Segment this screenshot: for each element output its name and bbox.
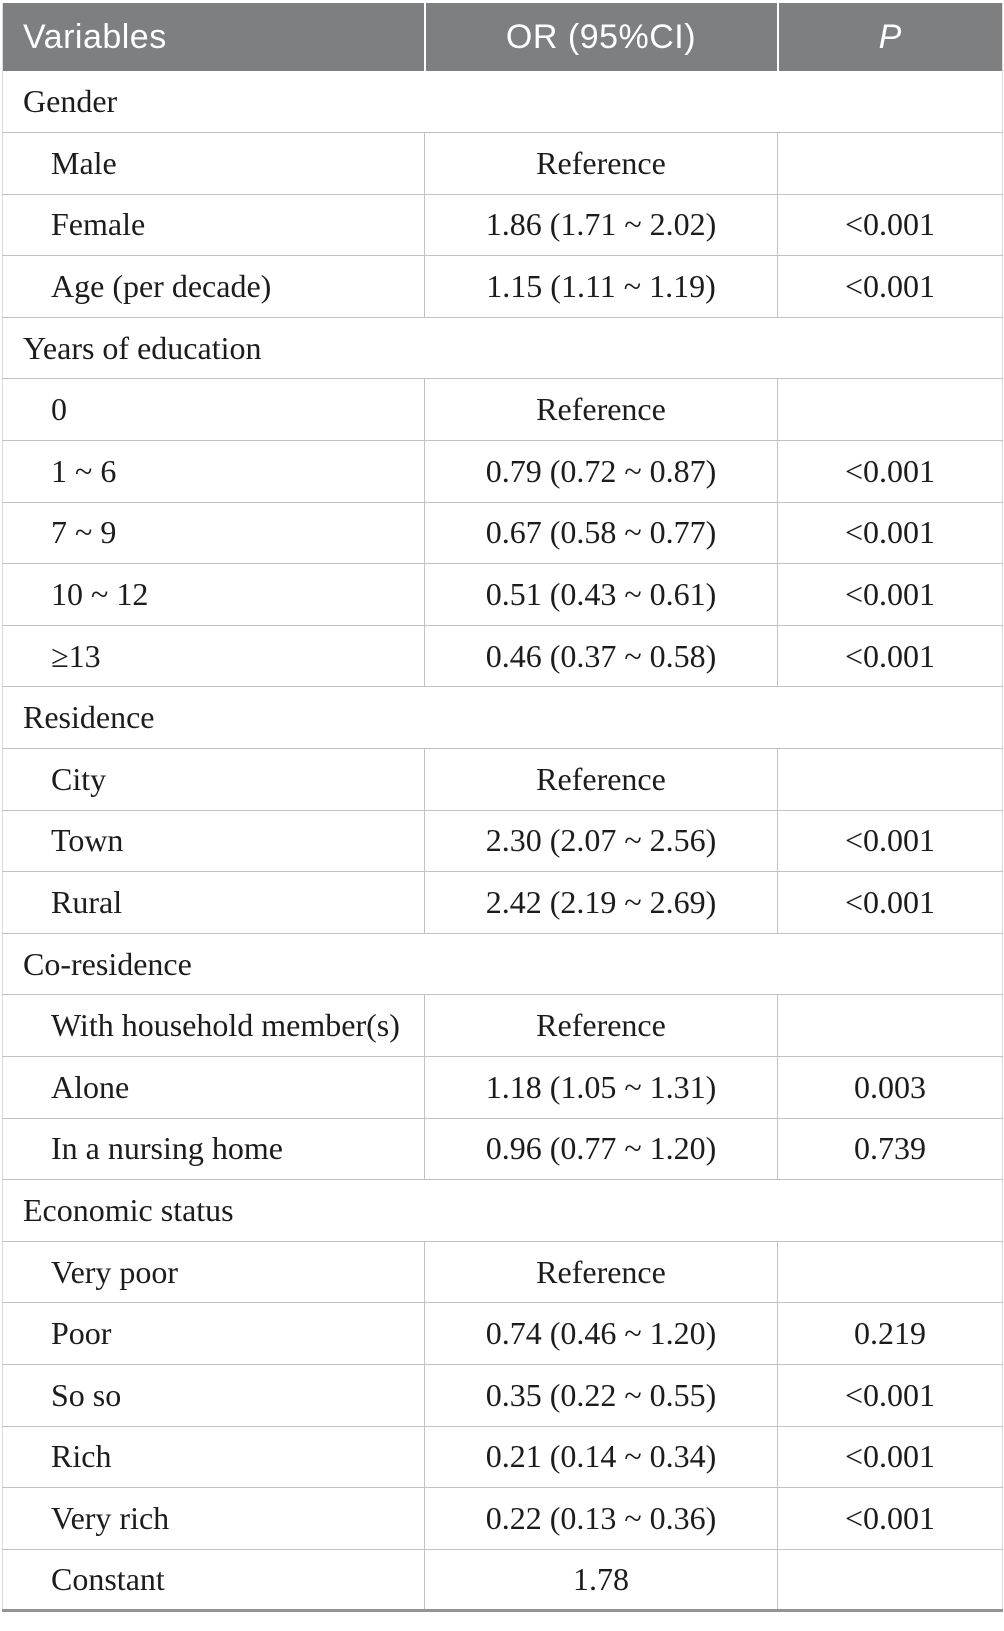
row-p-value: <0.001: [777, 809, 1003, 872]
row-p-value: <0.001: [777, 563, 1003, 626]
row-or-ci: 0.79 (0.72 ~ 0.87): [424, 440, 778, 503]
regression-results-table: Variables OR (95%CI) P Gender Male Referen…: [2, 3, 1003, 1613]
row-or-ci: 0.51 (0.43 ~ 0.61): [424, 563, 778, 626]
table-row: Age (per decade) 1.15 (1.11 ~ 1.19) <0.001: [2, 255, 1003, 318]
table-row: Constant 1.78: [2, 1548, 1003, 1611]
row-or-ci: 0.35 (0.22 ~ 0.55): [424, 1363, 778, 1427]
row-label: Male: [2, 132, 425, 195]
row-p-value: <0.001: [777, 1425, 1003, 1488]
category-label: Residence: [2, 686, 1003, 749]
row-label: Very poor: [2, 1240, 425, 1303]
row-label: 7 ~ 9: [2, 501, 425, 564]
table-row: Rich 0.21 (0.14 ~ 0.34) <0.001: [2, 1425, 1003, 1488]
row-p-value: [777, 1548, 1003, 1611]
row-or-ci: 0.67 (0.58 ~ 0.77): [424, 501, 778, 564]
header-p-value: P: [776, 3, 1003, 71]
table-row: 0 Reference: [2, 378, 1003, 441]
row-or-ci: Reference: [424, 994, 778, 1057]
table-row: So so 0.35 (0.22 ~ 0.55) <0.001: [2, 1363, 1003, 1427]
row-or-ci: Reference: [424, 132, 778, 195]
row-p-value: <0.001: [777, 501, 1003, 564]
row-label: 10 ~ 12: [2, 563, 425, 626]
row-p-value: <0.001: [777, 1487, 1003, 1550]
row-or-ci: 0.46 (0.37 ~ 0.58): [424, 624, 778, 687]
row-label: Town: [2, 809, 425, 872]
category-label: Years of education: [2, 316, 1003, 379]
row-or-ci: 0.21 (0.14 ~ 0.34): [424, 1425, 778, 1488]
row-or-ci: 2.42 (2.19 ~ 2.69): [424, 871, 778, 934]
row-label: Constant: [2, 1548, 425, 1611]
row-label: City: [2, 748, 425, 811]
row-or-ci: 1.18 (1.05 ~ 1.31): [424, 1056, 778, 1119]
header-variables: Variables: [2, 3, 425, 71]
row-label: Rural: [2, 871, 425, 934]
row-label: 0: [2, 378, 425, 441]
row-label: Very rich: [2, 1487, 425, 1550]
row-p-value: 0.219: [777, 1302, 1003, 1365]
row-p-value: [777, 1240, 1003, 1303]
row-label: In a nursing home: [2, 1117, 425, 1180]
table-row: Very rich 0.22 (0.13 ~ 0.36) <0.001: [2, 1487, 1003, 1550]
row-p-value: <0.001: [777, 193, 1003, 256]
table-row: Female 1.86 (1.71 ~ 2.02) <0.001: [2, 193, 1003, 256]
row-or-ci: 2.30 (2.07 ~ 2.56): [424, 809, 778, 872]
row-p-value: 0.739: [777, 1117, 1003, 1180]
category-row: Years of education: [2, 316, 1003, 379]
row-label: Rich: [2, 1425, 425, 1488]
row-or-ci: Reference: [424, 378, 778, 441]
row-or-ci: 1.78: [424, 1548, 778, 1611]
row-or-ci: 1.15 (1.11 ~ 1.19): [424, 255, 778, 318]
row-label: Age (per decade): [2, 255, 425, 318]
header-row: Variables OR (95%CI) P: [2, 3, 1003, 71]
table-row: Town 2.30 (2.07 ~ 2.56) <0.001: [2, 809, 1003, 872]
category-label: Economic status: [2, 1179, 1003, 1242]
row-label: So so: [2, 1363, 425, 1427]
row-p-value: [777, 748, 1003, 811]
category-row: Gender: [2, 71, 1003, 133]
category-row: Residence: [2, 686, 1003, 749]
table-row: City Reference: [2, 748, 1003, 811]
row-label: Female: [2, 193, 425, 256]
row-p-value: <0.001: [777, 871, 1003, 934]
header-or-ci: OR (95%CI): [423, 3, 778, 71]
row-or-ci: Reference: [424, 1240, 778, 1303]
row-or-ci: 0.96 (0.77 ~ 1.20): [424, 1117, 778, 1180]
row-p-value: <0.001: [777, 624, 1003, 687]
table-row: 7 ~ 9 0.67 (0.58 ~ 0.77) <0.001: [2, 501, 1003, 564]
table-body: Gender Male Reference Female 1.86 (1.71 ~ 2.…: [2, 71, 1003, 1611]
table-row: Very poor Reference: [2, 1240, 1003, 1303]
row-or-ci: 0.74 (0.46 ~ 1.20): [424, 1302, 778, 1365]
table-row: Poor 0.74 (0.46 ~ 1.20) 0.219: [2, 1302, 1003, 1365]
row-p-value: <0.001: [777, 440, 1003, 503]
table-row: Rural 2.42 (2.19 ~ 2.69) <0.001: [2, 871, 1003, 934]
row-label: 1 ~ 6: [2, 440, 425, 503]
row-p-value: [777, 132, 1003, 195]
row-p-value: <0.001: [777, 1363, 1003, 1427]
table-row: 10 ~ 12 0.51 (0.43 ~ 0.61) <0.001: [2, 563, 1003, 626]
row-p-value: 0.003: [777, 1056, 1003, 1119]
row-p-value: [777, 994, 1003, 1057]
row-or-ci: Reference: [424, 748, 778, 811]
row-label: With household member(s): [2, 994, 425, 1057]
row-p-value: [777, 378, 1003, 441]
table-row: In a nursing home 0.96 (0.77 ~ 1.20) 0.739: [2, 1117, 1003, 1180]
row-or-ci: 0.22 (0.13 ~ 0.36): [424, 1487, 778, 1550]
category-label: Co-residence: [2, 932, 1003, 995]
row-label: ≥13: [2, 624, 425, 687]
category-row: Co-residence: [2, 932, 1003, 995]
row-p-value: <0.001: [777, 255, 1003, 318]
table-row: ≥13 0.46 (0.37 ~ 0.58) <0.001: [2, 624, 1003, 687]
row-label: Alone: [2, 1056, 425, 1119]
row-or-ci: 1.86 (1.71 ~ 2.02): [424, 193, 778, 256]
table-row: 1 ~ 6 0.79 (0.72 ~ 0.87) <0.001: [2, 440, 1003, 503]
table-row: Male Reference: [2, 132, 1003, 195]
category-row: Economic status: [2, 1179, 1003, 1242]
table-row: Alone 1.18 (1.05 ~ 1.31) 0.003: [2, 1056, 1003, 1119]
category-label: Gender: [2, 71, 1003, 133]
table-row: With household member(s) Reference: [2, 994, 1003, 1057]
row-label: Poor: [2, 1302, 425, 1365]
table-header: Variables OR (95%CI) P: [2, 3, 1003, 71]
